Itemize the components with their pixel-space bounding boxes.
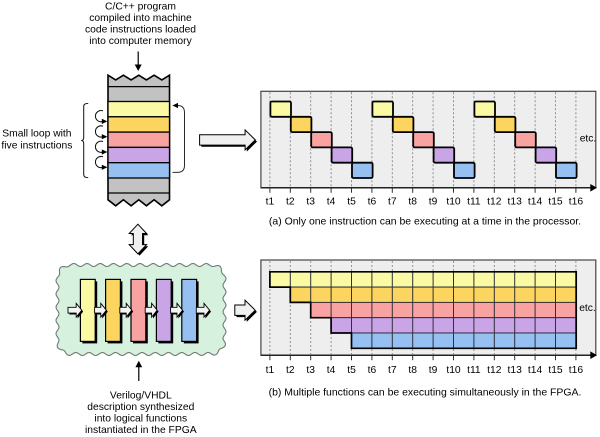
svg-text:compiled into machine: compiled into machine — [89, 13, 192, 24]
svg-text:code instructions loaded: code instructions loaded — [85, 25, 196, 36]
svg-text:etc.: etc. — [580, 134, 597, 145]
svg-text:t10: t10 — [446, 365, 461, 376]
svg-text:t5: t5 — [347, 365, 356, 376]
svg-text:(b) Multiple functions can be: (b) Multiple functions can be executing … — [269, 387, 582, 398]
svg-text:t11: t11 — [467, 365, 481, 376]
svg-text:Small loop with: Small loop with — [2, 129, 72, 140]
svg-text:t12: t12 — [487, 365, 502, 376]
svg-text:t14: t14 — [528, 365, 543, 376]
svg-text:t7: t7 — [388, 197, 397, 208]
svg-text:t11: t11 — [467, 197, 481, 208]
svg-text:t3: t3 — [306, 197, 315, 208]
svg-text:C/C++ program: C/C++ program — [105, 2, 176, 13]
svg-text:into logical functions: into logical functions — [94, 414, 187, 425]
svg-text:t5: t5 — [347, 197, 356, 208]
svg-text:t15: t15 — [548, 197, 563, 208]
svg-text:Verilog/VHDL: Verilog/VHDL — [110, 390, 172, 401]
svg-text:t4: t4 — [327, 365, 336, 376]
svg-text:(a) Only one instruction can b: (a) Only one instruction can be executin… — [269, 216, 581, 227]
svg-text:t16: t16 — [569, 365, 584, 376]
svg-text:t13: t13 — [508, 197, 523, 208]
svg-text:t8: t8 — [408, 365, 417, 376]
svg-text:t6: t6 — [368, 197, 377, 208]
svg-text:t15: t15 — [548, 365, 563, 376]
svg-text:t12: t12 — [487, 197, 502, 208]
svg-text:into computer memory: into computer memory — [89, 36, 192, 47]
svg-text:instantiated in the FPGA: instantiated in the FPGA — [85, 425, 197, 436]
svg-text:t14: t14 — [528, 197, 543, 208]
svg-text:t7: t7 — [388, 365, 397, 376]
svg-text:etc.: etc. — [579, 303, 596, 314]
svg-text:t3: t3 — [306, 365, 315, 376]
svg-text:t9: t9 — [429, 365, 438, 376]
svg-text:t9: t9 — [429, 197, 438, 208]
svg-text:t8: t8 — [408, 197, 417, 208]
svg-text:t13: t13 — [508, 365, 523, 376]
svg-text:t1: t1 — [266, 365, 275, 376]
svg-text:t6: t6 — [368, 365, 377, 376]
svg-text:t4: t4 — [327, 197, 336, 208]
svg-text:t2: t2 — [286, 365, 295, 376]
svg-text:description synthesized: description synthesized — [87, 402, 194, 413]
svg-text:t16: t16 — [569, 197, 584, 208]
svg-text:t1: t1 — [266, 197, 275, 208]
svg-text:t10: t10 — [446, 197, 461, 208]
svg-text:five instructions: five instructions — [1, 141, 72, 152]
svg-text:t2: t2 — [286, 197, 295, 208]
